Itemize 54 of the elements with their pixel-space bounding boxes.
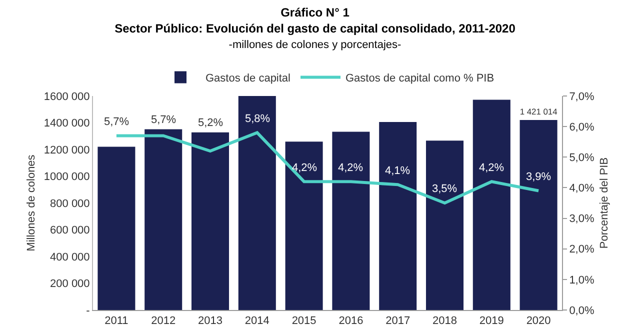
y2-tick-label: 0,0% [569, 304, 594, 317]
data-label: 1 421 014 [520, 106, 558, 117]
legend-label: Gastos de capital [206, 72, 290, 85]
bar [238, 96, 276, 310]
y2-tick-label: 3,0% [569, 213, 594, 226]
y2-tick-label: 7,0% [569, 90, 594, 103]
legend-label: Gastos de capital como % PIB [346, 72, 494, 85]
data-label: 3,9% [526, 171, 552, 183]
y2-axis-title: Porcentaje del PIB [598, 157, 611, 249]
y-axis-title: Millones de colones [26, 154, 38, 252]
data-label: 5,2% [198, 117, 224, 129]
bar [144, 129, 182, 310]
bar [426, 140, 464, 310]
y-tick-label: 1200 000 [44, 144, 90, 156]
data-label: 4,1% [385, 165, 410, 177]
x-tick-label: 2015 [292, 315, 316, 328]
x-tick-label: 2012 [151, 315, 176, 328]
data-label: 5,7% [151, 114, 176, 126]
y2-tick-label: 5,0% [569, 152, 594, 164]
bar [98, 146, 136, 310]
data-label: 5,8% [245, 113, 270, 125]
bar [520, 120, 558, 310]
data-label: 4,2% [292, 162, 318, 174]
x-tick-label: 2019 [479, 315, 504, 328]
y2-tick-label: 2,0% [569, 244, 594, 256]
bar [379, 122, 417, 310]
bar [472, 100, 510, 310]
data-label: 3,5% [432, 183, 458, 195]
x-tick-label: 2020 [526, 315, 551, 328]
bar [285, 142, 323, 310]
y-tick-label: 600 000 [50, 224, 90, 237]
y-tick-label: 200 000 [50, 278, 90, 290]
y-tick-label: - [86, 304, 90, 317]
x-tick-label: 2016 [338, 315, 364, 328]
chart-title: Gráfico N° 1 Sector Público: Evolución del gasto de capital consolidado, 2011-2020 [114, 6, 516, 36]
y-tick-label: 1000 000 [44, 171, 90, 184]
bar [332, 132, 370, 310]
data-label: 4,2% [479, 162, 504, 174]
x-tick-label: 2018 [432, 315, 457, 328]
x-tick-label: 2017 [386, 315, 410, 328]
x-tick-label: 2011 [104, 315, 128, 328]
y2-tick-label: 6,0% [569, 121, 594, 134]
data-label: 4,2% [338, 162, 364, 174]
y-tick-label: 400 000 [50, 251, 90, 264]
bar [191, 132, 230, 310]
y-tick-label: 800 000 [50, 198, 90, 210]
data-label: 5,7% [104, 116, 130, 128]
chart-subtitle: -millones de colones y porcentajes- [228, 38, 402, 51]
x-tick-label: 2013 [198, 315, 222, 328]
y2-tick-label: 4,0% [569, 182, 594, 195]
y2-tick-label: 1,0% [569, 274, 594, 286]
x-tick-label: 2014 [244, 315, 270, 328]
y-tick-label: 1600 000 [44, 90, 90, 103]
y-tick-label: 1400 000 [44, 118, 90, 130]
